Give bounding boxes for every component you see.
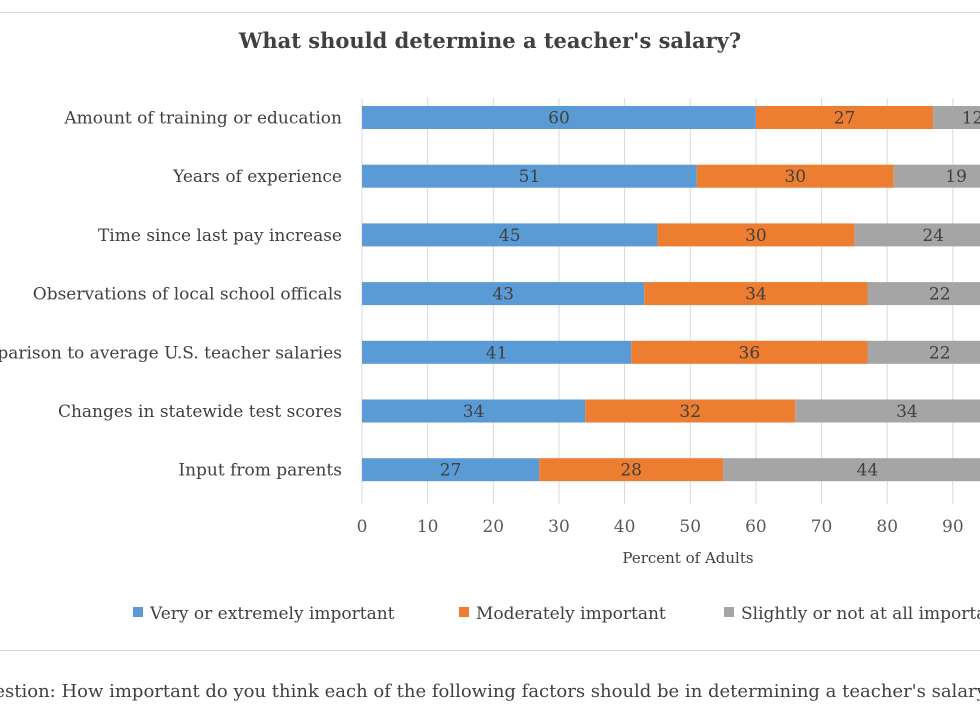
bar-segment: [696, 164, 894, 188]
legend-label: Slightly or not at all important: [741, 604, 980, 624]
chart-title: What should determine a teacher's salary…: [238, 28, 742, 53]
footnote: Question: How important do you think eac…: [0, 681, 980, 702]
category-label: Input from parents: [178, 461, 342, 481]
category-label: Time since last pay increase: [98, 226, 342, 246]
data-label: 36: [739, 343, 761, 363]
legend-label: Moderately important: [476, 604, 666, 624]
x-tick-label: 30: [548, 517, 570, 537]
x-tick-label: 10: [417, 517, 439, 537]
data-label: 28: [620, 461, 642, 481]
top-border: [0, 12, 980, 13]
bar-segment: [867, 340, 980, 364]
category-label: Changes in statewide test scores: [58, 402, 342, 422]
data-label: 22: [929, 343, 951, 363]
data-label: 32: [679, 402, 701, 422]
legend-label: Very or extremely important: [149, 604, 395, 624]
bar-segment: [362, 399, 586, 423]
x-tick-label: 50: [679, 517, 701, 537]
bar-segment: [362, 458, 540, 482]
x-tick-labels: 0 10 20 30 40 50 60 70 80 90: [357, 517, 964, 537]
data-label: 34: [463, 402, 485, 422]
x-tick-label: 80: [876, 517, 898, 537]
data-label: 24: [922, 226, 944, 246]
bar-segment: [362, 223, 658, 247]
category-label: Years of experience: [172, 167, 342, 187]
data-label: 27: [440, 461, 462, 481]
data-label: 45: [499, 226, 521, 246]
bar-segment: [795, 399, 980, 423]
bar-segment: [867, 282, 980, 306]
data-label: 41: [486, 343, 508, 363]
data-label: 27: [834, 109, 856, 129]
x-tick-label: 90: [942, 517, 964, 537]
data-label: 44: [857, 461, 879, 481]
bars-group: 60 27 12 51 30 19 45 30 24 43 34 22 41 36 22 34 32 34 27 28…: [362, 106, 980, 482]
bar-segment: [657, 223, 855, 247]
legend-swatch: [724, 607, 734, 617]
x-tick-label: 0: [357, 517, 368, 537]
legend: Very or extremely important Moderately im…: [133, 604, 980, 624]
bar-segment: [631, 340, 868, 364]
x-tick-label: 60: [745, 517, 767, 537]
bar-segment: [362, 340, 632, 364]
bar-segment: [362, 282, 645, 306]
category-label: Comparison to average U.S. teacher salar…: [0, 343, 342, 363]
data-label: 51: [519, 167, 541, 187]
legend-swatch: [459, 607, 469, 617]
bar-segment: [585, 399, 796, 423]
bar-segment: [854, 223, 980, 247]
bar-segment: [644, 282, 868, 306]
data-label: 30: [745, 226, 767, 246]
bottom-border: [0, 650, 980, 651]
footnote-text: Question: How important do you think eac…: [0, 681, 980, 702]
category-label: Amount of training or education: [63, 109, 342, 129]
bar-segment: [933, 106, 980, 129]
data-label: 34: [896, 402, 918, 422]
bar-segment: [362, 164, 697, 188]
bar-segment: [893, 164, 980, 188]
bar-segment: [723, 458, 980, 482]
data-label: 30: [784, 167, 806, 187]
category-label: Observations of local school officals: [33, 285, 342, 305]
bar-segment: [539, 458, 724, 482]
data-label: 22: [929, 285, 951, 305]
data-label: 34: [745, 285, 767, 305]
data-label: 43: [492, 285, 514, 305]
x-tick-label: 70: [811, 517, 833, 537]
category-labels: Amount of training or education Years of …: [0, 109, 342, 481]
data-label: 60: [548, 109, 570, 129]
bar-segment: [362, 106, 756, 129]
x-tick-label: 40: [614, 517, 636, 537]
legend-swatch: [133, 607, 143, 617]
bar-segment: [755, 106, 934, 129]
x-axis-label: Percent of Adults: [622, 549, 753, 567]
data-label: 19: [945, 167, 967, 187]
data-label: 12: [962, 109, 980, 129]
x-tick-label: 20: [482, 517, 504, 537]
